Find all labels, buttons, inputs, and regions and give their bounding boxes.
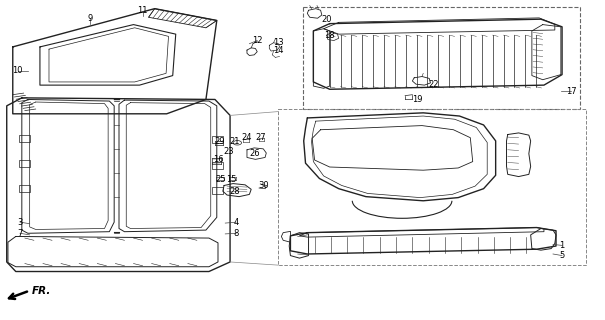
Text: 5: 5 bbox=[560, 251, 564, 260]
Text: 13: 13 bbox=[273, 38, 284, 47]
Text: 27: 27 bbox=[255, 133, 266, 142]
Text: 29: 29 bbox=[214, 137, 224, 146]
Text: FR.: FR. bbox=[32, 286, 51, 296]
Text: 17: 17 bbox=[566, 87, 577, 96]
Text: 14: 14 bbox=[273, 45, 284, 55]
Bar bbox=[19, 134, 30, 141]
Text: 23: 23 bbox=[223, 147, 234, 156]
Text: 8: 8 bbox=[234, 229, 239, 238]
Text: 3: 3 bbox=[18, 218, 23, 227]
Text: 25: 25 bbox=[216, 175, 226, 184]
Text: 20: 20 bbox=[321, 15, 332, 24]
Circle shape bbox=[233, 140, 241, 145]
Bar bbox=[302, 7, 580, 109]
Text: 10: 10 bbox=[12, 66, 23, 75]
Text: 22: 22 bbox=[429, 80, 439, 89]
Bar bbox=[19, 186, 30, 193]
Text: 26: 26 bbox=[249, 149, 260, 158]
Text: 11: 11 bbox=[137, 6, 148, 15]
Text: 9: 9 bbox=[87, 14, 93, 23]
Text: 24: 24 bbox=[242, 133, 252, 142]
Text: 16: 16 bbox=[213, 156, 223, 164]
Bar bbox=[19, 160, 30, 167]
Text: 21: 21 bbox=[230, 137, 240, 146]
Bar bbox=[212, 162, 223, 169]
Bar bbox=[212, 136, 223, 143]
Text: 28: 28 bbox=[229, 187, 240, 196]
Text: 1: 1 bbox=[560, 241, 564, 250]
Text: 30: 30 bbox=[258, 181, 269, 190]
Text: 18: 18 bbox=[324, 31, 335, 40]
Text: 12: 12 bbox=[252, 36, 263, 45]
Text: 4: 4 bbox=[234, 218, 239, 227]
Text: 15: 15 bbox=[226, 175, 237, 184]
Text: 7: 7 bbox=[18, 229, 23, 238]
Bar bbox=[212, 187, 223, 194]
Text: 19: 19 bbox=[412, 95, 422, 104]
